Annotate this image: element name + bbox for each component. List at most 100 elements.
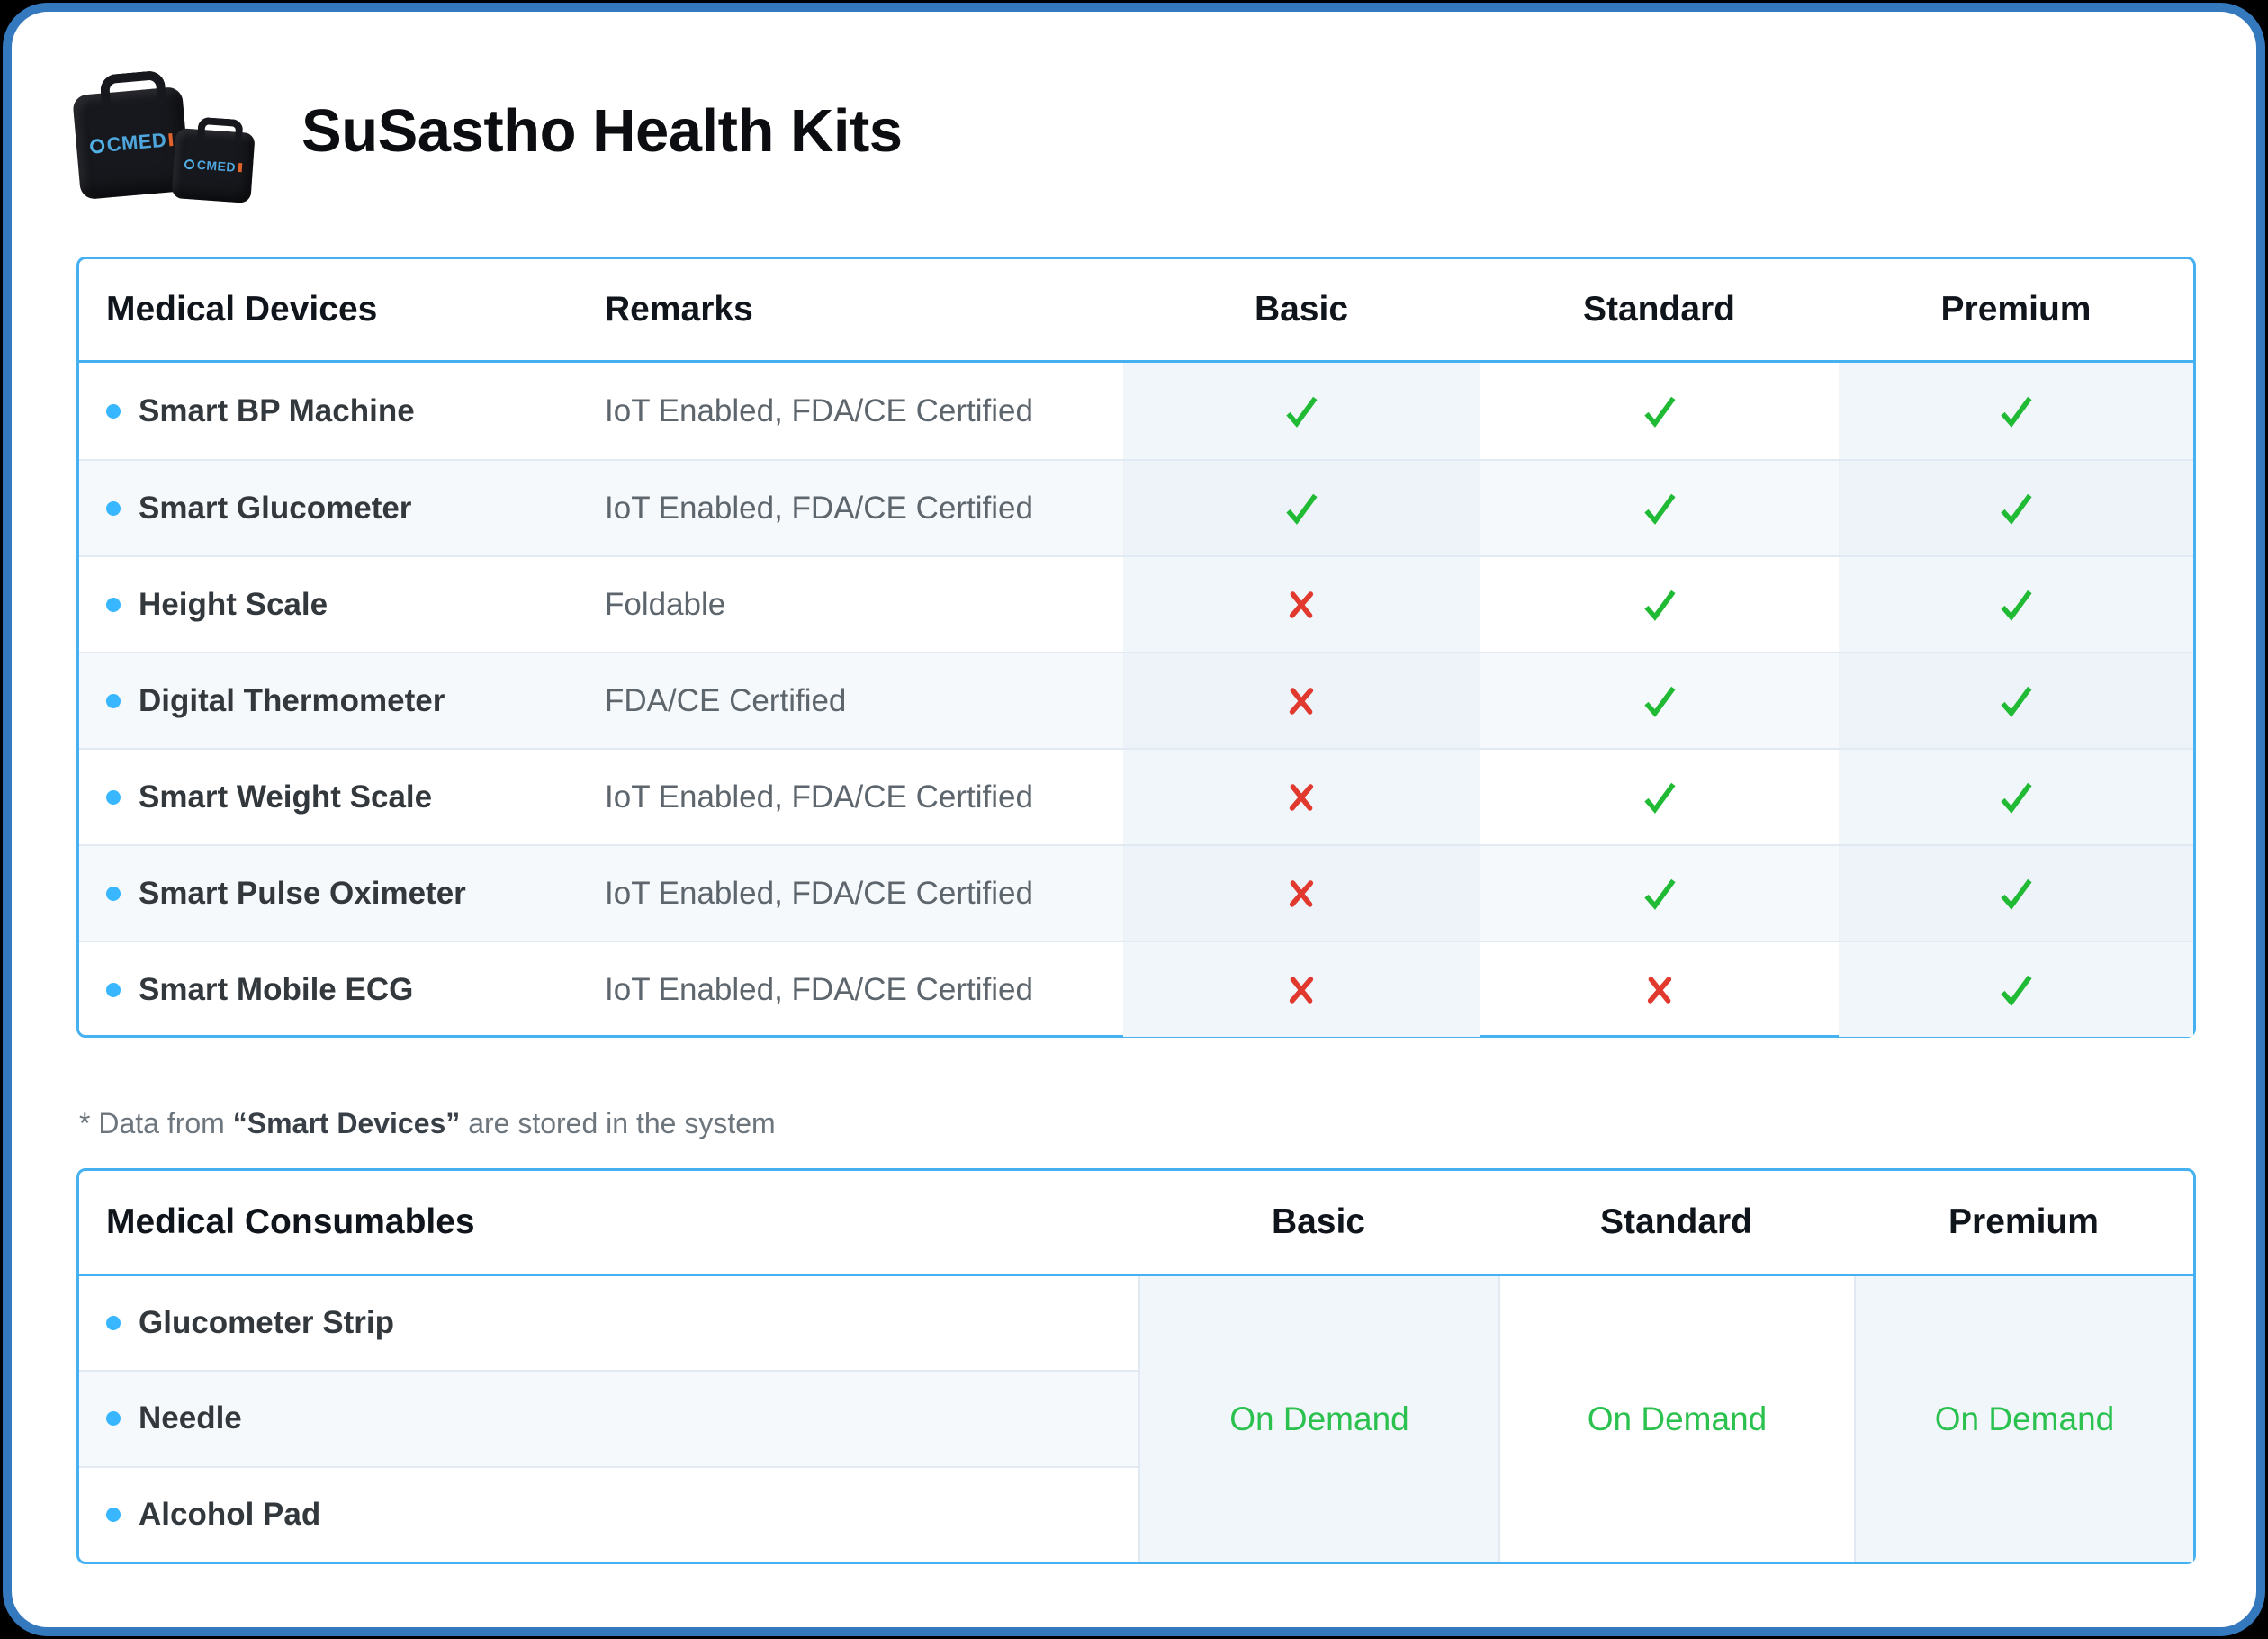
availability-check-cell bbox=[1839, 653, 2193, 748]
check-icon bbox=[1286, 396, 1318, 428]
column-header-devices: Medical Devices bbox=[106, 290, 378, 329]
device-name: Digital Thermometer bbox=[139, 682, 446, 718]
cross-icon bbox=[1289, 590, 1314, 618]
device-name: Smart Glucometer bbox=[139, 490, 412, 526]
device-row: Smart Mobile ECG IoT Enabled, FDA/CE Cert… bbox=[79, 941, 2193, 1037]
device-row: Smart Glucometer IoT Enabled, FDA/CE Cert… bbox=[79, 459, 2193, 555]
consumables-list: Glucometer Strip Needle Alcohol Pad bbox=[79, 1276, 1138, 1562]
device-row: Smart Weight Scale IoT Enabled, FDA/CE Ce… bbox=[79, 748, 2193, 844]
brand-logo-image: CMED CMED bbox=[68, 57, 266, 205]
cmed-logo-icon bbox=[89, 138, 105, 154]
device-row: Digital Thermometer FDA/CE Certified bbox=[79, 652, 2193, 748]
cmed-logo: CMED bbox=[184, 156, 243, 175]
availability-check-cell bbox=[1123, 363, 1480, 459]
availability-cross-cell bbox=[1480, 942, 1839, 1037]
availability-check-cell bbox=[1839, 750, 2193, 844]
column-header-premium: Premium bbox=[1940, 290, 2092, 329]
cmed-logo-accent bbox=[168, 132, 174, 146]
device-remark: IoT Enabled, FDA/CE Certified bbox=[605, 392, 1033, 428]
check-icon bbox=[1643, 493, 1676, 525]
column-header-basic: Basic bbox=[1254, 290, 1349, 329]
consumable-row: Glucometer Strip bbox=[79, 1276, 1138, 1370]
column-header-standard: Standard bbox=[1599, 1202, 1753, 1241]
device-row: Smart BP Machine IoT Enabled, FDA/CE Cert… bbox=[79, 363, 2193, 459]
page-title: SuSastho Health Kits bbox=[302, 96, 903, 165]
check-icon bbox=[1643, 782, 1676, 814]
check-icon bbox=[1643, 590, 1676, 621]
consumables-table-body: Glucometer Strip Needle Alcohol Pad On Dem… bbox=[79, 1276, 2193, 1562]
availability-cross-cell bbox=[1123, 557, 1480, 652]
cmed-logo: CMED bbox=[89, 128, 175, 158]
device-name-cell: Smart BP Machine bbox=[79, 363, 598, 459]
page-header: CMED CMED SuSastho Health Kits bbox=[68, 54, 903, 207]
device-name-cell: Smart Weight Scale bbox=[79, 750, 598, 844]
cross-icon bbox=[1289, 783, 1314, 811]
device-remark: IoT Enabled, FDA/CE Certified bbox=[605, 490, 1033, 526]
device-row: Height Scale Foldable bbox=[79, 555, 2193, 652]
bullet-icon bbox=[106, 597, 121, 612]
device-name: Smart BP Machine bbox=[139, 392, 415, 428]
bullet-icon bbox=[106, 500, 121, 516]
bullet-icon bbox=[106, 1507, 121, 1522]
cross-icon bbox=[1289, 687, 1314, 715]
devices-table-body: Smart BP Machine IoT Enabled, FDA/CE Cert… bbox=[79, 363, 2193, 1037]
consumable-name: Needle bbox=[139, 1400, 242, 1436]
check-icon bbox=[2001, 396, 2032, 428]
bullet-icon bbox=[106, 693, 121, 708]
check-icon bbox=[1643, 878, 1676, 910]
cross-icon bbox=[1289, 879, 1314, 907]
column-header-standard: Standard bbox=[1582, 290, 1736, 329]
availability-check-cell bbox=[1480, 750, 1839, 844]
on-demand-cell: On Demand bbox=[1498, 1276, 1854, 1562]
availability-cross-cell bbox=[1123, 846, 1480, 941]
cmed-logo-text: CMED bbox=[196, 157, 237, 175]
footnote-suffix: are stored in the system bbox=[460, 1107, 776, 1139]
device-name-cell: Digital Thermometer bbox=[79, 653, 598, 748]
device-name-cell: Smart Glucometer bbox=[79, 461, 598, 555]
device-remark: IoT Enabled, FDA/CE Certified bbox=[605, 875, 1033, 911]
device-remark: FDA/CE Certified bbox=[605, 682, 847, 718]
device-name: Smart Weight Scale bbox=[139, 779, 433, 815]
check-icon bbox=[2001, 878, 2032, 910]
footnote-emphasis: “Smart Devices” bbox=[232, 1107, 461, 1139]
cmed-logo-accent bbox=[238, 162, 243, 172]
availability-cross-cell bbox=[1123, 942, 1480, 1037]
device-row: Smart Pulse Oximeter IoT Enabled, FDA/CE … bbox=[79, 844, 2193, 941]
devices-table-header: Medical Devices Remarks Basic Standard P… bbox=[79, 259, 2193, 363]
availability-cross-cell bbox=[1123, 653, 1480, 748]
availability-check-cell bbox=[1480, 846, 1839, 941]
check-icon bbox=[2001, 686, 2032, 717]
check-icon bbox=[2001, 782, 2032, 814]
consumable-name: Glucometer Strip bbox=[139, 1305, 394, 1341]
availability-check-cell bbox=[1480, 461, 1839, 555]
cross-icon bbox=[1647, 976, 1671, 1004]
check-icon bbox=[2001, 493, 2032, 525]
column-header-basic: Basic bbox=[1271, 1202, 1366, 1241]
cmed-logo-icon bbox=[184, 158, 195, 169]
device-remark: IoT Enabled, FDA/CE Certified bbox=[605, 779, 1033, 815]
bullet-icon bbox=[106, 1411, 121, 1427]
bullet-icon bbox=[106, 1316, 121, 1331]
device-name-cell: Height Scale bbox=[79, 557, 598, 652]
consumables-table-header: Medical Consumables Basic Standard Premi… bbox=[79, 1171, 2193, 1276]
device-name: Smart Mobile ECG bbox=[139, 971, 414, 1007]
on-demand-cell: On Demand bbox=[1138, 1276, 1498, 1562]
device-name-cell: Smart Mobile ECG bbox=[79, 942, 598, 1037]
device-remark: Foldable bbox=[605, 586, 726, 622]
bullet-icon bbox=[106, 789, 121, 805]
check-icon bbox=[2001, 590, 2032, 621]
device-name: Height Scale bbox=[139, 586, 328, 622]
check-icon bbox=[1286, 493, 1318, 525]
devices-table: Medical Devices Remarks Basic Standard P… bbox=[76, 257, 2196, 1038]
consumable-name: Alcohol Pad bbox=[139, 1496, 321, 1532]
column-header-consumables: Medical Consumables bbox=[106, 1202, 475, 1241]
consumable-row: Needle bbox=[79, 1370, 1138, 1466]
footnote: * Data from “Smart Devices” are stored i… bbox=[79, 1107, 776, 1140]
availability-check-cell bbox=[1839, 846, 2193, 941]
availability-check-cell bbox=[1123, 461, 1480, 555]
check-icon bbox=[1643, 396, 1676, 428]
availability-check-cell bbox=[1839, 942, 2193, 1037]
health-kit-bag-small: CMED bbox=[171, 127, 256, 203]
device-name-cell: Smart Pulse Oximeter bbox=[79, 846, 598, 941]
availability-check-cell bbox=[1480, 363, 1839, 459]
